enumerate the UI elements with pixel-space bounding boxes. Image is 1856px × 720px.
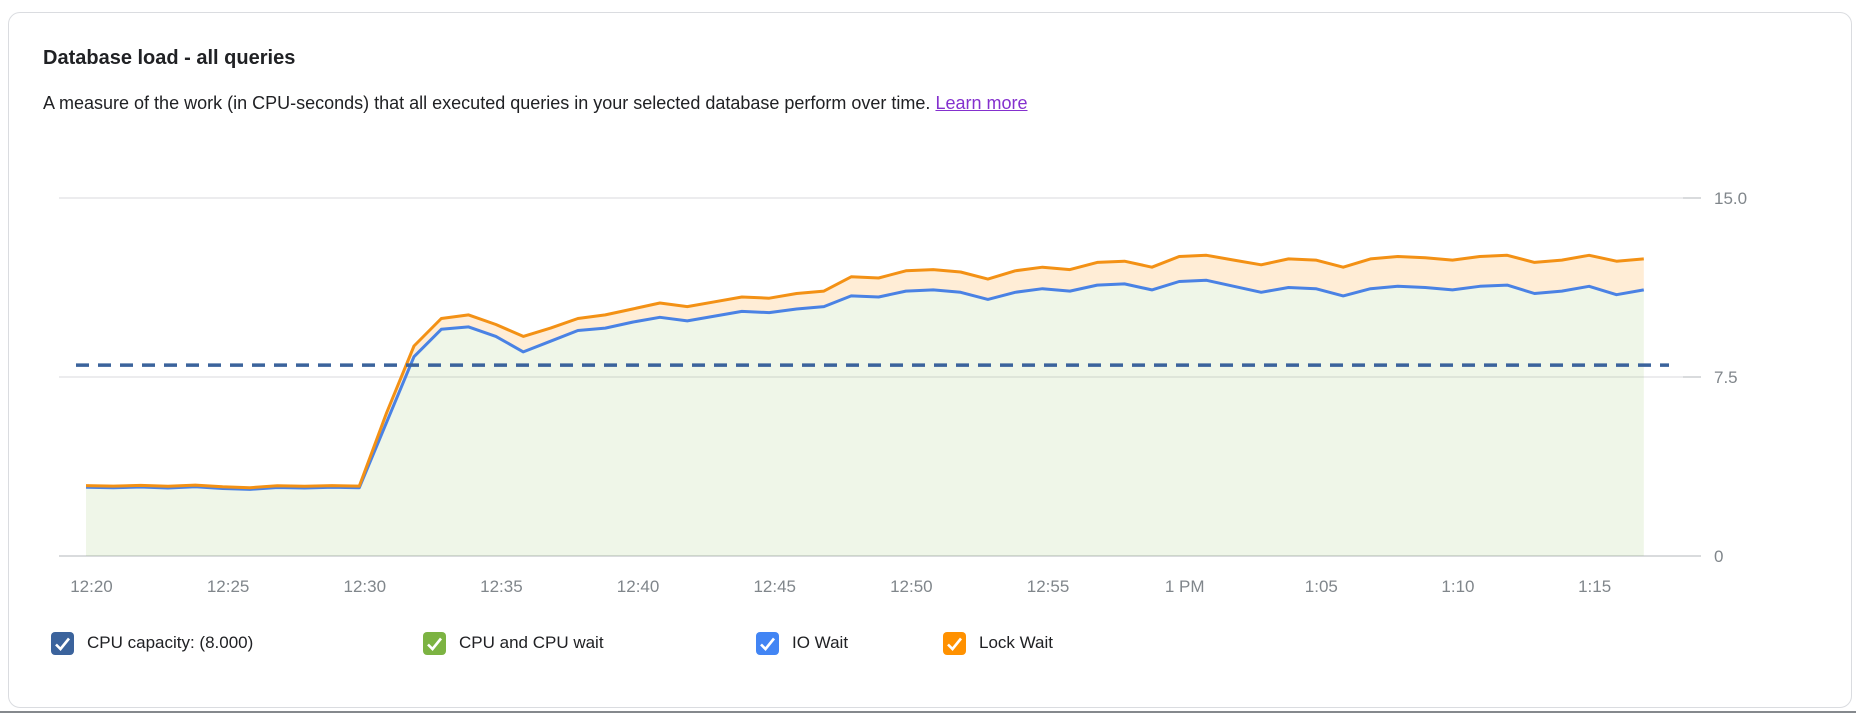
checkmark-icon (427, 637, 443, 651)
svg-text:12:50: 12:50 (890, 577, 933, 596)
database-load-card: Database load - all queries A measure of… (8, 12, 1852, 708)
legend-item-lock-wait: Lock Wait (943, 631, 1054, 655)
svg-text:1:05: 1:05 (1305, 577, 1338, 596)
database-load-chart: 15.0 7.5 0 12:20 12:25 12:30 12:35 12:40 12:45 12… (59, 189, 1747, 596)
svg-text:12:45: 12:45 (753, 577, 796, 596)
svg-text:12:25: 12:25 (207, 577, 250, 596)
svg-text:12:40: 12:40 (617, 577, 660, 596)
legend-label-lock-wait: Lock Wait (979, 633, 1054, 652)
chart-legend: CPU capacity: (8.000) CPU and CPU wait I… (51, 629, 1053, 657)
legend-item-cpu-capacity: CPU capacity: (8.000) (51, 631, 423, 655)
svg-text:12:20: 12:20 (70, 577, 113, 596)
svg-text:12:35: 12:35 (480, 577, 523, 596)
checkmark-icon (760, 637, 776, 651)
legend-item-cpu-and-cpu-wait: CPU and CPU wait (423, 631, 756, 655)
io-wait-checkbox[interactable] (756, 631, 779, 655)
svg-text:7.5: 7.5 (1714, 368, 1738, 387)
svg-text:12:30: 12:30 (343, 577, 386, 596)
svg-text:1:10: 1:10 (1441, 577, 1474, 596)
svg-text:1 PM: 1 PM (1165, 577, 1205, 596)
cpu-capacity-checkbox[interactable] (51, 631, 74, 655)
page-title: Database load - all queries (43, 47, 296, 69)
chart-description-text: A measure of the work (in CPU-seconds) t… (43, 93, 931, 113)
legend-label-cpu-capacity: CPU capacity: (8.000) (87, 633, 254, 652)
page-bottom-divider (0, 711, 1856, 713)
checkmark-icon (55, 637, 71, 651)
svg-text:1:15: 1:15 (1578, 577, 1611, 596)
legend-item-io-wait: IO Wait (756, 631, 943, 655)
svg-text:12:55: 12:55 (1027, 577, 1070, 596)
cpu-and-cpu-wait-checkbox[interactable] (423, 631, 446, 655)
checkmark-icon (947, 637, 963, 651)
svg-text:0: 0 (1714, 547, 1723, 566)
svg-text:15.0: 15.0 (1714, 189, 1747, 208)
learn-more-link[interactable]: Learn more (935, 93, 1028, 113)
legend-label-io-wait: IO Wait (792, 633, 849, 652)
chart-description: A measure of the work (in CPU-seconds) t… (43, 93, 1028, 114)
lock-wait-checkbox[interactable] (943, 631, 966, 655)
legend-label-cpu-and-cpu-wait: CPU and CPU wait (459, 633, 604, 652)
